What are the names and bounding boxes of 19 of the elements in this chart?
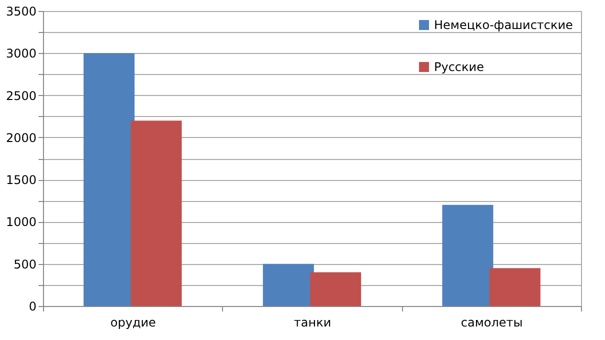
legend-label: Немецко-фашистские bbox=[434, 18, 573, 32]
y-tick-label: 3500 bbox=[6, 4, 36, 18]
bar bbox=[489, 268, 540, 306]
bar bbox=[262, 264, 314, 306]
y-tick-label: 2500 bbox=[6, 88, 36, 103]
x-tick-label: танки bbox=[294, 316, 332, 330]
x-tick-label: самолеты bbox=[460, 316, 523, 330]
y-tick-label: 0 bbox=[28, 300, 36, 314]
y-tick-label: 1000 bbox=[6, 215, 36, 230]
y-tick-label: 3000 bbox=[6, 46, 36, 61]
bar bbox=[130, 120, 182, 306]
x-tick-label: орудие bbox=[110, 316, 156, 330]
bar bbox=[310, 272, 362, 306]
y-tick-label: 2000 bbox=[6, 130, 36, 145]
y-tick-label: 500 bbox=[14, 257, 36, 272]
bar bbox=[442, 204, 494, 306]
legend-label: Русские bbox=[434, 60, 484, 74]
y-tick-label: 1500 bbox=[6, 173, 36, 188]
bar bbox=[84, 53, 135, 306]
